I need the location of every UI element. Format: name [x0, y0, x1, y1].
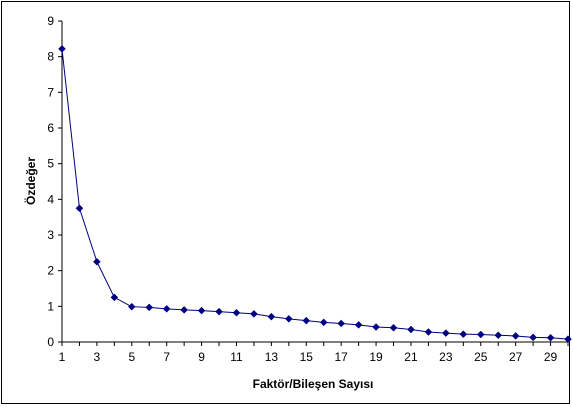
- data-point-22: [424, 328, 433, 336]
- y-tick-label-6: 6: [47, 121, 54, 135]
- data-point-9: [197, 306, 206, 315]
- data-point-26: [494, 331, 503, 340]
- x-tick-label-29: 29: [544, 350, 558, 364]
- data-point-30: [564, 335, 572, 344]
- data-point-12: [250, 309, 258, 318]
- data-point-16: [319, 318, 328, 327]
- series-line: [61, 48, 569, 340]
- x-tick-label-3: 3: [94, 350, 101, 364]
- x-tick-label-19: 19: [369, 350, 383, 364]
- data-point-15: [302, 316, 311, 325]
- y-tick-label-8: 8: [47, 50, 54, 64]
- data-point-27: [511, 332, 520, 340]
- data-point-3: [93, 257, 101, 266]
- data-point-6: [145, 303, 154, 312]
- y-tick-label-7: 7: [47, 85, 54, 99]
- y-tick-label-9: 9: [47, 14, 54, 28]
- data-point-18: [354, 321, 363, 329]
- x-tick-label-13: 13: [265, 350, 279, 364]
- data-point-20: [389, 323, 398, 332]
- data-point-2: [75, 204, 84, 213]
- y-tick-label-3: 3: [47, 228, 54, 242]
- data-point-25: [476, 330, 485, 339]
- x-tick-label-11: 11: [230, 350, 243, 364]
- x-tick-label-7: 7: [163, 350, 170, 364]
- x-tick-label-9: 9: [198, 350, 205, 364]
- y-tick-label-4: 4: [47, 192, 54, 206]
- data-point-11: [232, 308, 241, 317]
- x-tick-label-15: 15: [300, 350, 314, 364]
- x-axis-title: Faktör/Bileşen Sayısı: [253, 377, 374, 391]
- y-tick-label-0: 0: [47, 335, 54, 349]
- data-point-8: [180, 306, 188, 314]
- data-point-23: [442, 329, 450, 337]
- y-tick-label-1: 1: [47, 299, 54, 313]
- x-tick-label-23: 23: [439, 350, 453, 364]
- y-tick-label-5: 5: [47, 157, 54, 171]
- data-point-21: [407, 325, 415, 334]
- data-point-29: [546, 333, 555, 342]
- data-point-10: [215, 307, 223, 316]
- y-tick-label-2: 2: [47, 264, 54, 278]
- x-tick-label-27: 27: [509, 350, 523, 364]
- data-point-19: [372, 323, 380, 331]
- data-point-24: [459, 330, 468, 339]
- data-point-13: [267, 312, 276, 321]
- data-point-17: [337, 319, 346, 328]
- data-point-1: [58, 44, 66, 53]
- data-point-7: [162, 304, 171, 313]
- x-tick-label-5: 5: [128, 350, 135, 364]
- y-axis-title: Özdeğer: [23, 157, 38, 205]
- data-point-14: [284, 314, 293, 323]
- x-tick-label-1: 1: [59, 350, 66, 364]
- data-point-4: [110, 293, 119, 302]
- data-point-28: [529, 333, 537, 342]
- x-tick-label-21: 21: [404, 350, 418, 364]
- x-tick-label-25: 25: [474, 350, 488, 364]
- x-tick-label-17: 17: [334, 350, 348, 364]
- data-point-5: [127, 302, 136, 311]
